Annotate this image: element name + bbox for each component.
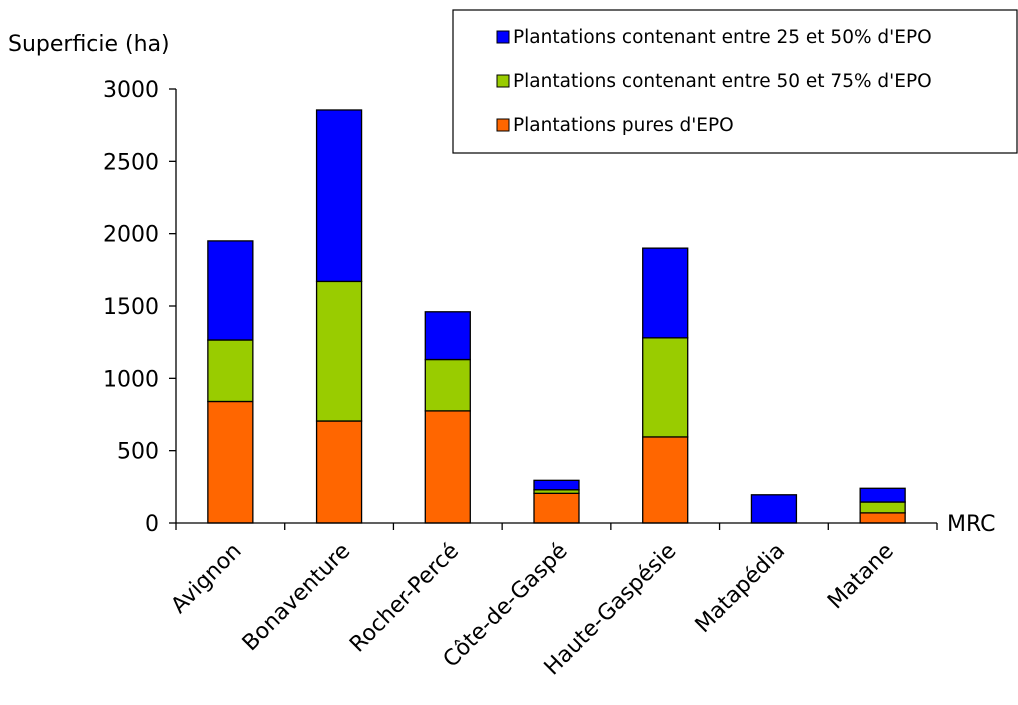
bar-bonaventure-series-3 (315, 109, 363, 283)
x-axis-label: MRC (947, 512, 996, 537)
x-tick-label-bonaventure: Bonaventure (238, 539, 355, 656)
legend-label: Plantations contenant entre 25 et 50% d'… (513, 27, 932, 48)
x-tick-label-avignon: Avignon (167, 539, 247, 619)
bar-avignon-series-3 (207, 240, 254, 341)
bar-rocher-perce-series-3 (424, 311, 471, 361)
x-ticks: AvignonBonaventureRocher-PercéCôte-de-Ga… (167, 523, 938, 680)
y-tick-label: 0 (145, 512, 159, 537)
y-tick-label: 500 (117, 440, 159, 465)
legend-label: Plantations contenant entre 50 et 75% d'… (513, 71, 932, 92)
bar-rocher-perce-series-1 (424, 410, 471, 524)
y-tick-label: 1000 (103, 367, 159, 392)
legend-swatch (496, 118, 510, 132)
y-tick-label: 2500 (103, 150, 159, 175)
x-tick-label-rocher-perce: Rocher-Percé (345, 539, 464, 658)
bar-bonaventure-series-1 (315, 420, 363, 524)
legend-box (452, 9, 1018, 154)
bar-avignon-series-2 (207, 339, 254, 403)
legend-label: Plantations pures d'EPO (513, 115, 734, 136)
bar-rocher-perce-series-2 (424, 358, 471, 412)
bar-cote-de-gaspe-series-1 (533, 492, 580, 524)
bar-matane-series-2 (859, 501, 906, 514)
y-tick-label: 2000 (103, 223, 159, 248)
axes (175, 89, 937, 524)
y-ticks: 0 500 1000 1500 2000 2500 3000 (103, 78, 176, 537)
y-tick-label: 1500 (103, 295, 159, 320)
x-tick-label-matapedia: Matapédia (691, 539, 790, 638)
bar-haute-gaspesie-series-2 (642, 337, 689, 438)
legend-swatch (496, 30, 510, 44)
bar-cote-de-gaspe-series-3 (533, 479, 580, 491)
legend: Plantations contenant entre 25 et 50% d'… (452, 9, 1018, 154)
y-tick-label: 3000 (103, 78, 159, 103)
legend-swatch (496, 74, 510, 88)
y-axis-label: Superficie (ha) (8, 32, 170, 57)
bar-avignon-series-1 (207, 400, 254, 524)
bar-haute-gaspesie-series-3 (642, 247, 689, 339)
bar-matane-series-1 (859, 512, 906, 524)
bar-haute-gaspesie-series-1 (642, 436, 689, 524)
bar-bonaventure-series-2 (315, 280, 363, 422)
x-tick-label-matane: Matane (823, 539, 899, 615)
bar-matapedia-series-3 (750, 494, 798, 524)
bar-matane-series-3 (859, 487, 906, 503)
bars (207, 109, 906, 524)
